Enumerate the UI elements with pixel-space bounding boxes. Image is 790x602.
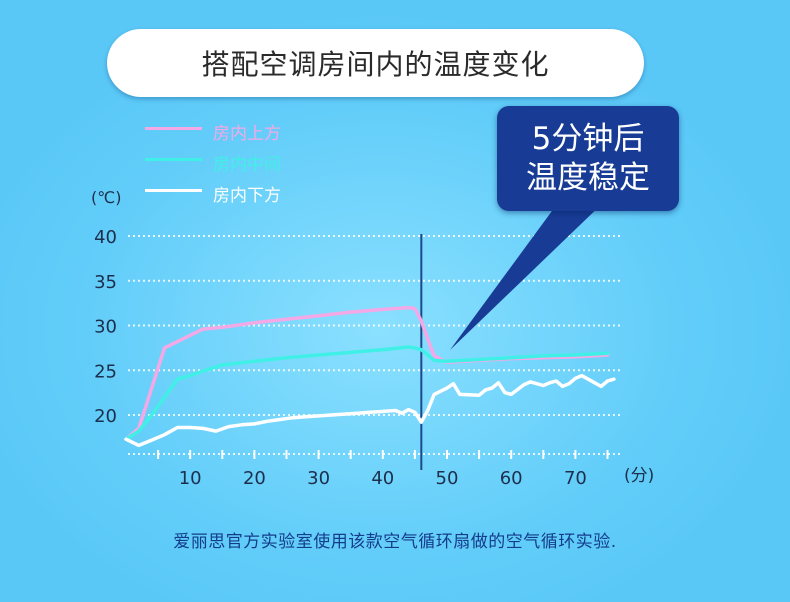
callout-pointer-layer bbox=[450, 200, 606, 350]
grid-layer bbox=[128, 234, 622, 470]
y-tick-label-25: 25 bbox=[94, 361, 117, 382]
legend-label-bottom: 房内下方 bbox=[213, 186, 281, 206]
y-axis-unit: (℃) bbox=[91, 188, 122, 207]
callout-box: 5分钟后 温度稳定 bbox=[497, 106, 679, 211]
legend-label-middle: 房内中间 bbox=[213, 155, 281, 175]
x-tick-label-70: 70 bbox=[564, 468, 587, 489]
chart-title: 搭配空调房间内的温度变化 bbox=[107, 29, 644, 97]
x-tick-label-20: 20 bbox=[243, 468, 266, 489]
series-layer bbox=[124, 305, 616, 448]
x-tick-label-30: 30 bbox=[307, 468, 330, 489]
legend-swatch-bottom bbox=[145, 189, 202, 192]
callout-pointer bbox=[450, 200, 606, 350]
tick-layer: 40 35 30 25 20 10 20 30 40 50 60 70 bbox=[94, 227, 587, 489]
y-tick-label-40: 40 bbox=[94, 227, 117, 248]
legend-swatch-top bbox=[145, 127, 202, 130]
y-tick-label-30: 30 bbox=[94, 317, 117, 338]
footer-note: 爱丽思官方实验室使用该款空气循环扇做的空气循环实验. bbox=[173, 532, 617, 552]
x-tick-label-50: 50 bbox=[436, 468, 459, 489]
y-tick-label-20: 20 bbox=[94, 406, 117, 427]
x-axis-unit: (分) bbox=[624, 466, 655, 486]
x-tick-label-60: 60 bbox=[500, 468, 523, 489]
series-line-2 bbox=[124, 373, 616, 448]
y-tick-label-35: 35 bbox=[94, 272, 117, 293]
x-tick-label-40: 40 bbox=[371, 468, 394, 489]
callout-line-1: 5分钟后 bbox=[531, 120, 645, 157]
legend-swatch-middle bbox=[145, 158, 202, 161]
legend-label-top: 房内上方 bbox=[213, 124, 281, 144]
series-line-1 bbox=[124, 345, 610, 441]
callout-line-2: 温度稳定 bbox=[526, 159, 650, 196]
x-tick-label-10: 10 bbox=[179, 468, 202, 489]
